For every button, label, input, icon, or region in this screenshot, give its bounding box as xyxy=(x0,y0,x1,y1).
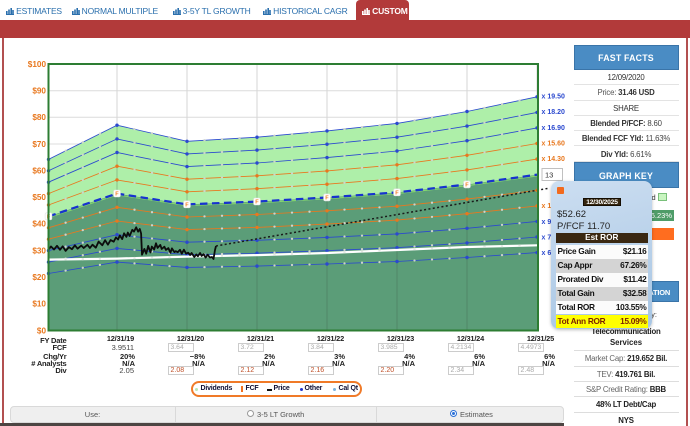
svg-text:$30: $30 xyxy=(32,246,46,255)
svg-text:F: F xyxy=(185,202,189,208)
svg-text:$50: $50 xyxy=(32,193,46,202)
svg-text:F: F xyxy=(115,192,119,198)
svg-text:$10: $10 xyxy=(32,300,46,309)
svg-text:13: 13 xyxy=(545,171,553,180)
svg-text:$20: $20 xyxy=(32,273,46,282)
svg-text:$90: $90 xyxy=(32,87,46,96)
svg-text:x 16.90: x 16.90 xyxy=(542,125,565,132)
svg-text:$70: $70 xyxy=(32,140,46,149)
svg-text:F: F xyxy=(465,183,469,189)
svg-text:$60: $60 xyxy=(32,166,46,175)
svg-text:F: F xyxy=(255,200,259,206)
svg-text:$40: $40 xyxy=(32,220,46,229)
svg-text:$0: $0 xyxy=(37,326,47,335)
svg-text:x 19.50: x 19.50 xyxy=(542,94,565,101)
svg-text:x 15.60: x 15.60 xyxy=(542,141,565,148)
svg-text:$100: $100 xyxy=(28,60,47,69)
svg-text:$80: $80 xyxy=(32,113,46,122)
svg-text:x 18.20: x 18.20 xyxy=(542,109,565,116)
svg-text:F: F xyxy=(325,196,329,202)
svg-text:x 14.30: x 14.30 xyxy=(542,156,565,163)
svg-text:F: F xyxy=(395,190,399,196)
